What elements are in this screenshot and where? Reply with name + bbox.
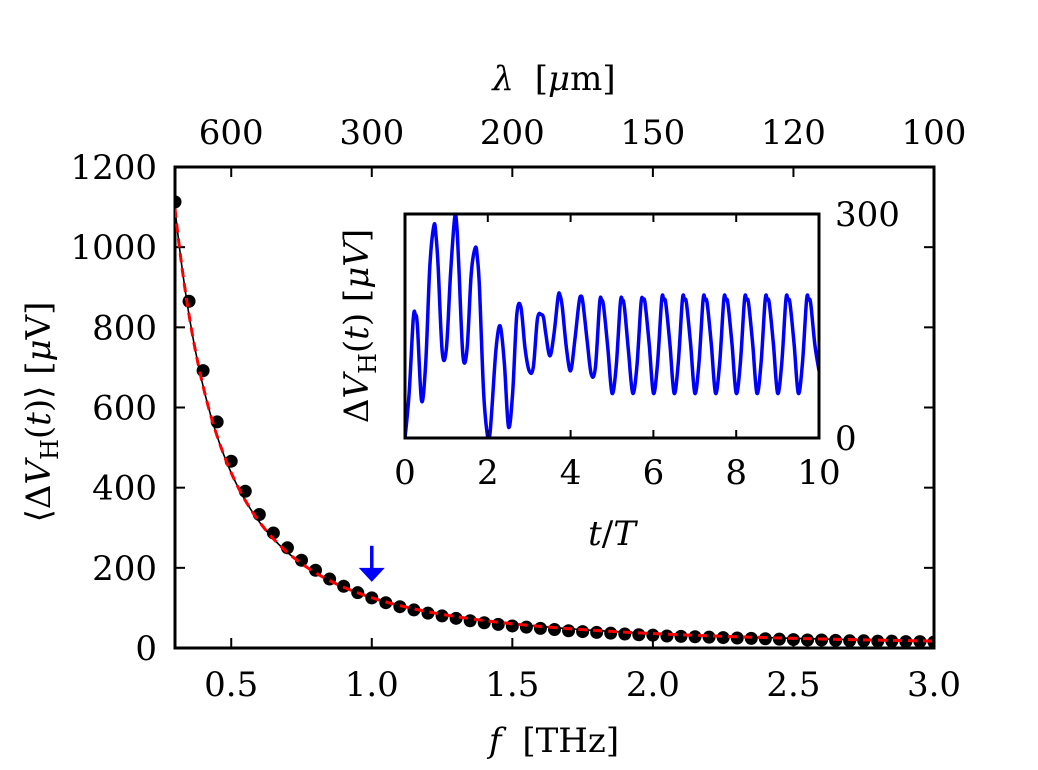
data-point: [576, 625, 590, 639]
data-point: [871, 634, 885, 648]
top-label-symbol: λ: [490, 59, 514, 99]
data-point: [702, 630, 716, 644]
main-y-tick-label: 1200: [70, 148, 157, 188]
inset-x-label-slash: /: [602, 514, 614, 554]
inset-x-axis: 0 2 4 6 8 10: [394, 214, 841, 493]
data-point: [548, 623, 561, 637]
x-label-symbol: f: [486, 721, 507, 761]
inset-y-axis-label: ΔVH(t) [μV]: [337, 229, 382, 423]
top-label-mu: μ: [548, 59, 570, 99]
main-top-tick-label: 300: [339, 113, 404, 153]
fit-line-red: [175, 208, 934, 643]
main-top-axis-label: λ [μm]: [490, 59, 615, 99]
inset-y-label-t: t: [337, 326, 377, 340]
data-point: [632, 628, 646, 642]
data-point: [646, 628, 660, 642]
data-point: [674, 629, 688, 643]
data-point: [688, 630, 702, 644]
data-point: [730, 631, 744, 645]
main-y-axis-label: ⟨ΔVH(t)⟩ [μV]: [19, 302, 64, 523]
data-point: [899, 635, 913, 648]
data-point: [716, 631, 730, 645]
y-label-v: V: [19, 457, 59, 485]
data-point: [407, 603, 421, 617]
inset-y-label-paren: (: [337, 340, 377, 353]
main-top-tick-label: 200: [480, 113, 545, 153]
data-point: [660, 629, 674, 643]
data-point: [590, 625, 604, 639]
data-point: [435, 609, 449, 623]
data-point: [519, 620, 533, 634]
inset-y-label-unit-v: V: [337, 239, 377, 267]
inset-x-tick-label: 8: [725, 453, 747, 493]
inset-y-label-close: ) [: [337, 289, 377, 326]
data-point: [618, 627, 632, 641]
data-point: [491, 617, 505, 631]
inset-y-label-sub: H: [354, 353, 382, 374]
main-x-tick-label: 0.5: [204, 665, 258, 705]
main-annotations: [358, 545, 385, 582]
main-x-tick-label: 2.0: [626, 665, 680, 705]
data-point: [421, 606, 435, 620]
y-label-open: ⟨Δ: [19, 485, 59, 523]
y-label-close: )⟩ [: [19, 362, 59, 413]
inset-y-axis: 0 300: [811, 195, 900, 459]
inset-x-label-T: T: [613, 514, 638, 554]
data-point: [295, 553, 308, 567]
main-y-tick-label: 600: [92, 389, 157, 429]
inset-y-label-delta: Δ: [337, 399, 377, 424]
main-y-tick-label: 400: [92, 469, 157, 509]
inset-y-label-v: V: [337, 371, 377, 399]
data-point: [505, 619, 519, 633]
data-point: [175, 195, 182, 209]
y-label-unit: V]: [19, 302, 59, 341]
data-point: [562, 624, 576, 638]
arrow-head: [358, 567, 385, 582]
y-label-mu: μ: [19, 339, 59, 361]
main-top-tick-label: 100: [902, 113, 967, 153]
inset-signal-line: [405, 214, 819, 438]
top-label-unit: [: [535, 59, 548, 99]
inset-x-tick-label: 0: [394, 453, 416, 493]
main-top-axis: 600 300 200 150 120 100: [199, 113, 967, 177]
main-top-tick-label: 120: [761, 113, 826, 153]
inset-plot-frame: [403, 212, 821, 440]
top-label-m: m]: [570, 59, 616, 99]
data-point: [885, 634, 899, 648]
data-point: [477, 616, 491, 630]
main-x-tick-label: 1.5: [485, 665, 539, 705]
inset-x-label-t: t: [588, 514, 602, 554]
inset-x-tick-label: 6: [643, 453, 665, 493]
inset-x-axis-label: t/T: [588, 514, 638, 554]
main-x-axis-label: f [THz]: [486, 721, 619, 761]
x-label-unit: [THz]: [522, 721, 619, 761]
inset-y-tick-label: 300: [835, 195, 900, 235]
y-label-sub: H: [36, 439, 64, 460]
inset-y-tick-label: 0: [835, 419, 857, 459]
inset-x-tick-label: 10: [797, 453, 840, 493]
inset-y-label-mu: μ: [337, 267, 377, 289]
inset-y-label-bracket: ]: [337, 229, 377, 242]
inset-x-tick-label: 2: [477, 453, 499, 493]
main-y-tick-label: 0: [135, 629, 157, 669]
main-x-tick-label: 1.0: [345, 665, 399, 705]
y-label-t-var: t: [19, 412, 59, 426]
main-y-tick-label: 200: [92, 549, 157, 589]
main-top-tick-label: 600: [199, 113, 264, 153]
main-y-tick-label: 1000: [70, 228, 157, 268]
main-top-tick-label: 150: [620, 113, 685, 153]
inset-x-tick-label: 4: [560, 453, 582, 493]
main-y-tick-label: 800: [92, 308, 157, 348]
data-point: [533, 621, 547, 635]
data-point: [604, 626, 618, 640]
main-x-tick-label: 3.0: [907, 665, 961, 705]
main-x-tick-label: 2.5: [766, 665, 820, 705]
main-x-axis: 0.5 1.0 1.5 2.0 2.5 3.0: [204, 638, 961, 705]
y-label-t: (: [19, 426, 59, 439]
